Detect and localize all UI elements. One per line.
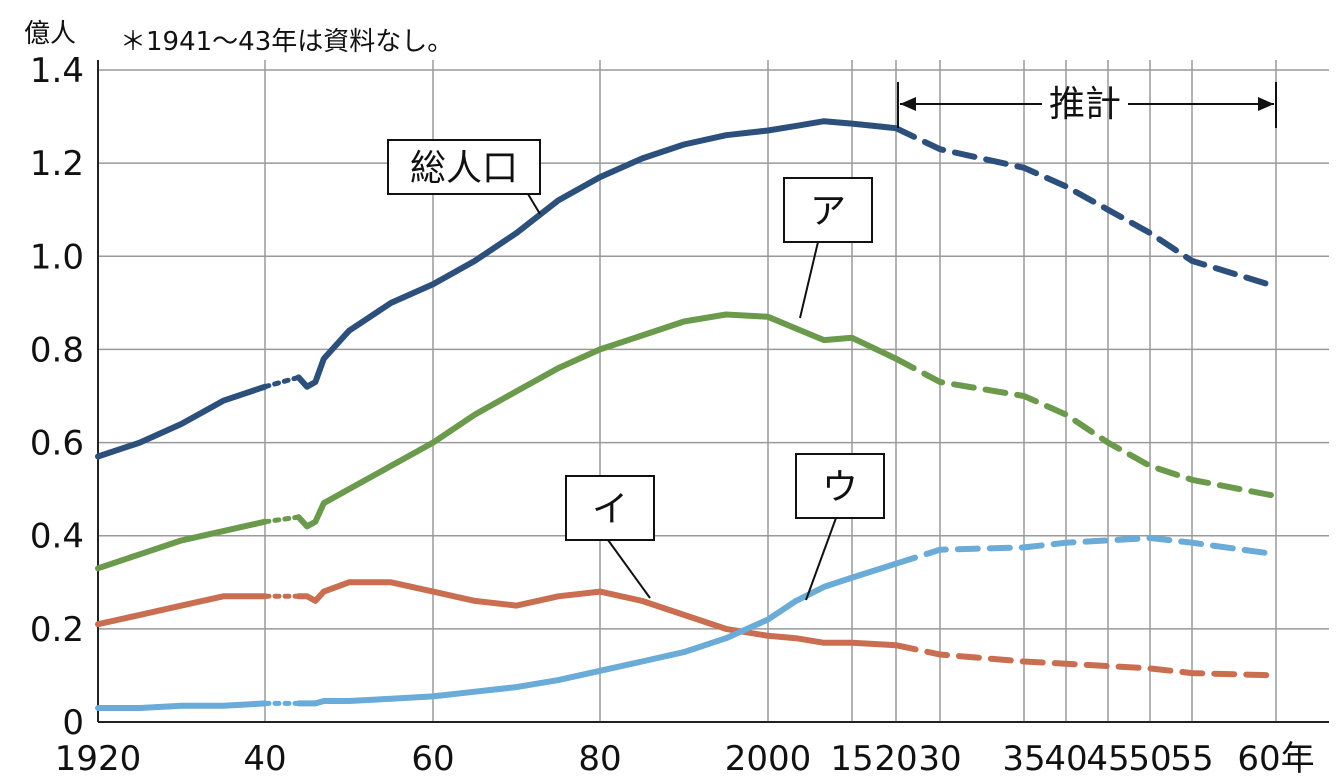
y-tick-label: 0.8 xyxy=(30,330,84,370)
x-tick-label: 30 xyxy=(918,739,961,779)
series-line xyxy=(95,593,268,628)
x-tick-label: 20 xyxy=(874,739,917,779)
y-tick-label: 0.2 xyxy=(30,610,84,650)
callout-box xyxy=(565,475,655,541)
missing-data-note: ＊1941～43年は資料なし。 xyxy=(120,27,453,57)
series-projection-line xyxy=(893,355,1279,500)
series-line xyxy=(295,311,899,530)
callout-box xyxy=(795,453,885,519)
series-gap-line xyxy=(262,374,302,390)
series-line xyxy=(295,560,899,707)
axes xyxy=(97,60,1329,723)
y-unit-label: 億人 xyxy=(24,19,76,49)
series-callout: イ xyxy=(565,475,655,599)
series-callout: ア xyxy=(783,177,873,319)
series-projection-line xyxy=(893,125,1279,290)
projection-bracket: 推計 xyxy=(897,82,1277,128)
x-tick-label: 50 xyxy=(1128,739,1171,779)
series-0 xyxy=(95,118,1279,460)
series-name-label: ウ xyxy=(822,467,858,508)
callout-box xyxy=(783,177,873,243)
y-tick-label: 1.4 xyxy=(30,51,84,91)
projection-label: 推計 xyxy=(1049,84,1121,125)
series-name-label: イ xyxy=(592,489,628,530)
y-tick-label: 0.4 xyxy=(30,517,84,557)
tick-labels: 0 0.2 0.4 0.6 0.8 1.0 1.2 1.4 1920 40 60 80 2000 15 20… xyxy=(30,51,1315,779)
series-line xyxy=(295,118,899,390)
callout-box xyxy=(387,139,541,195)
y-tick-label: 0 xyxy=(62,703,84,743)
x-tick-label: 60 xyxy=(411,739,454,779)
series-name-label: 総人口 xyxy=(410,148,518,189)
series-projection-line xyxy=(893,534,1279,567)
series-2 xyxy=(95,579,1279,679)
x-tick-label: 40 xyxy=(243,739,286,779)
x-tick-label: 45 xyxy=(1086,739,1129,779)
series-projection-line xyxy=(893,642,1279,679)
x-tick-label: 35 xyxy=(1002,739,1045,779)
x-tick-label: 40 xyxy=(1044,739,1087,779)
callout-leader-line xyxy=(805,517,837,601)
y-tick-label: 1.2 xyxy=(30,144,84,184)
x-tick-label: 2000 xyxy=(725,739,812,779)
x-tick-label: 60年 xyxy=(1237,739,1314,779)
series-line xyxy=(295,579,899,649)
series-3 xyxy=(95,534,1279,711)
series-gap-line xyxy=(262,514,302,525)
callout-leader-line xyxy=(527,193,541,215)
y-tick-label: 0.6 xyxy=(30,424,84,464)
callout-leader-line xyxy=(799,241,819,319)
series-line xyxy=(95,518,268,572)
x-tick-label: 15 xyxy=(830,739,873,779)
series-callout: 総人口 xyxy=(387,139,541,215)
series-line xyxy=(95,700,268,711)
grid xyxy=(98,60,1329,723)
x-tick-label: 55 xyxy=(1170,739,1213,779)
callout-leader-line xyxy=(607,539,651,599)
series-callout: ウ xyxy=(795,453,885,601)
series-name-label: ア xyxy=(810,191,846,232)
series-line xyxy=(95,383,268,460)
x-tick-label: 1920 xyxy=(55,739,142,779)
arrow-right-head xyxy=(1258,97,1274,111)
y-tick-label: 1.0 xyxy=(30,237,84,277)
arrow-left-head xyxy=(900,97,916,111)
series-lines xyxy=(95,118,1279,711)
series-1 xyxy=(95,311,1279,572)
x-tick-label: 80 xyxy=(578,739,621,779)
